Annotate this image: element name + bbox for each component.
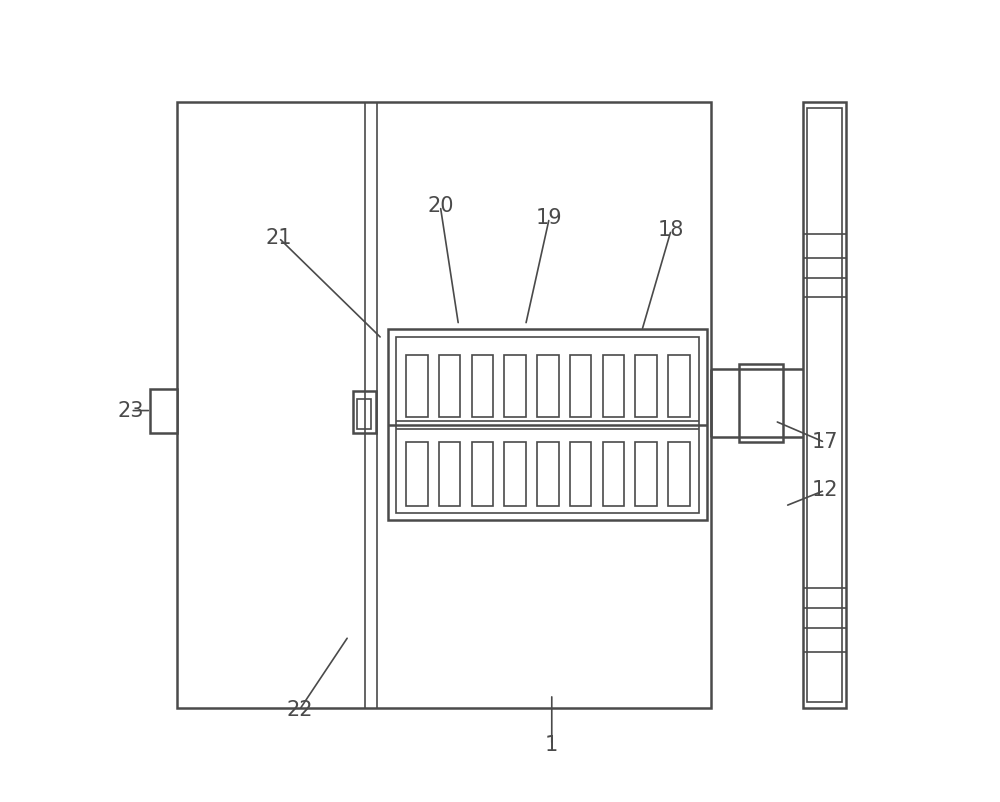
Bar — [603, 354, 624, 417]
Bar — [668, 354, 690, 417]
Text: 18: 18 — [658, 220, 684, 240]
Bar — [406, 443, 428, 506]
Bar — [803, 103, 846, 707]
Bar — [472, 443, 493, 506]
Bar — [739, 364, 783, 443]
Bar — [807, 108, 842, 702]
Bar — [603, 443, 624, 506]
Bar — [357, 399, 371, 429]
Text: 23: 23 — [117, 400, 144, 420]
Bar — [504, 354, 526, 417]
Bar — [353, 391, 376, 433]
Bar — [504, 443, 526, 506]
Bar — [537, 354, 559, 417]
Text: 20: 20 — [427, 196, 454, 216]
Text: 19: 19 — [536, 208, 563, 228]
Bar — [396, 338, 699, 512]
Bar — [668, 443, 690, 506]
Bar — [635, 443, 657, 506]
Bar — [388, 330, 707, 520]
Bar — [472, 354, 493, 417]
Text: 22: 22 — [286, 700, 313, 720]
Text: 12: 12 — [812, 480, 838, 500]
Bar — [150, 389, 177, 433]
Bar — [177, 103, 711, 707]
Text: 17: 17 — [812, 432, 838, 452]
Bar — [570, 354, 591, 417]
Bar — [635, 354, 657, 417]
Bar — [537, 443, 559, 506]
Bar — [570, 443, 591, 506]
Bar — [439, 354, 460, 417]
Bar — [439, 443, 460, 506]
Text: 1: 1 — [545, 735, 558, 755]
Bar — [406, 354, 428, 417]
Text: 21: 21 — [265, 228, 292, 248]
